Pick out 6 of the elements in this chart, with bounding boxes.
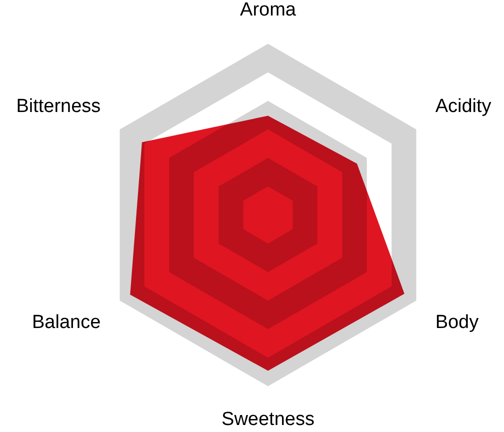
- spoke-label: Aroma: [240, 0, 296, 21]
- spoke-label: Body: [435, 312, 480, 334]
- spoke-label: Balance: [32, 312, 101, 334]
- spoke-label: Bitterness: [16, 96, 101, 118]
- spoke-label: Sweetness: [222, 408, 314, 430]
- spoke-label: Acidity: [435, 96, 492, 118]
